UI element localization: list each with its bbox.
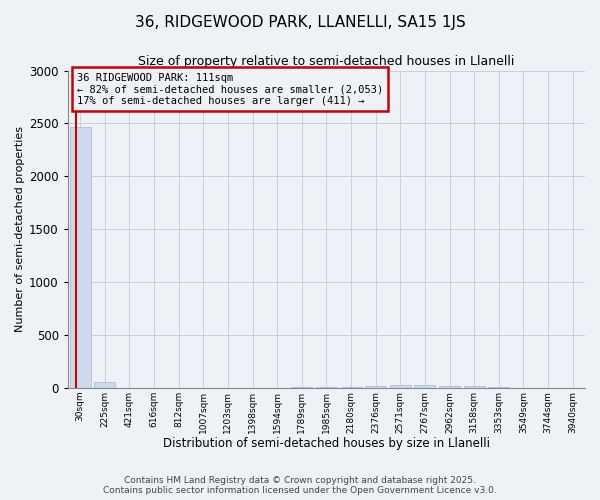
Bar: [341, 386, 362, 388]
Text: Contains HM Land Registry data © Crown copyright and database right 2025.
Contai: Contains HM Land Registry data © Crown c…: [103, 476, 497, 495]
Bar: [316, 387, 337, 388]
Bar: [94, 382, 115, 388]
Text: 36 RIDGEWOOD PARK: 111sqm
← 82% of semi-detached houses are smaller (2,053)
17% : 36 RIDGEWOOD PARK: 111sqm ← 82% of semi-…: [77, 72, 383, 106]
Bar: [390, 386, 411, 388]
Title: Size of property relative to semi-detached houses in Llanelli: Size of property relative to semi-detach…: [138, 55, 515, 68]
X-axis label: Distribution of semi-detached houses by size in Llanelli: Distribution of semi-detached houses by …: [163, 437, 490, 450]
Bar: [464, 386, 485, 388]
Y-axis label: Number of semi-detached properties: Number of semi-detached properties: [15, 126, 25, 332]
Bar: [488, 387, 509, 388]
Bar: [415, 385, 436, 388]
Bar: [70, 128, 91, 388]
Bar: [365, 386, 386, 388]
Text: 36, RIDGEWOOD PARK, LLANELLI, SA15 1JS: 36, RIDGEWOOD PARK, LLANELLI, SA15 1JS: [134, 15, 466, 30]
Bar: [439, 386, 460, 388]
